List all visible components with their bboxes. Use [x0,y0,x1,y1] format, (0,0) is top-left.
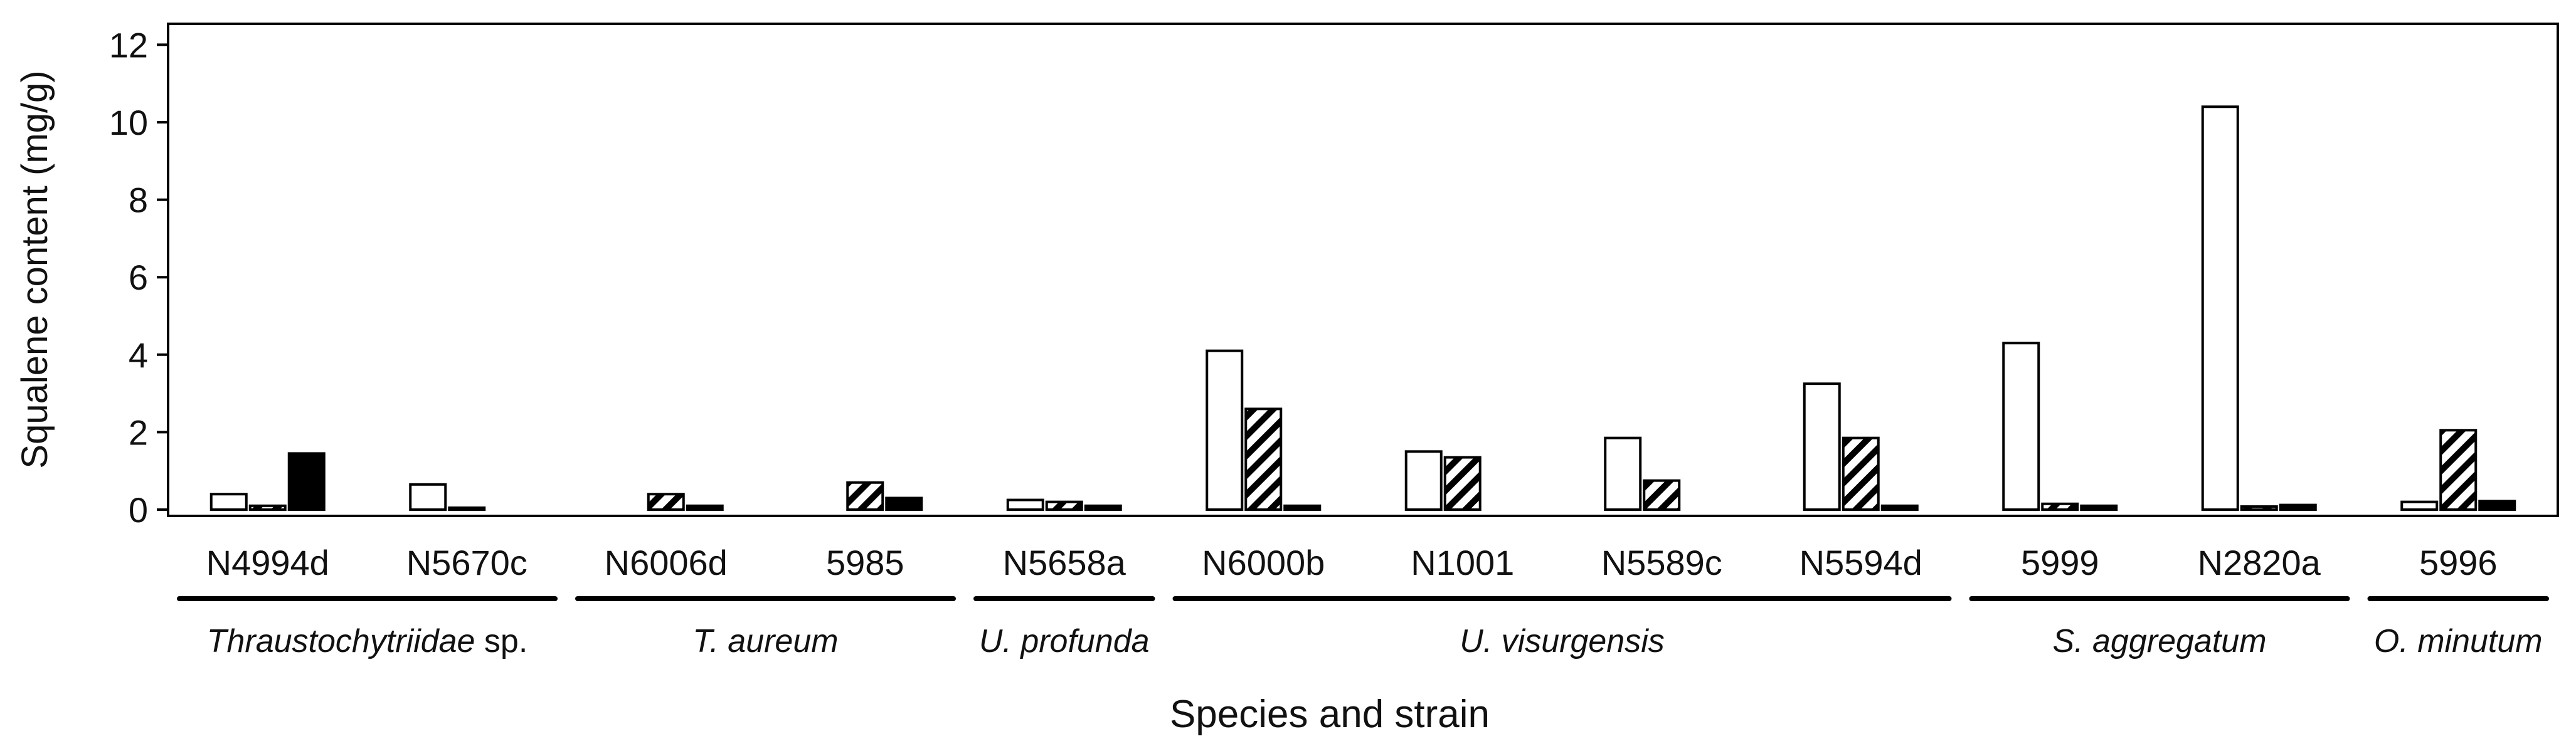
species-groups: Thraustochytriidae sp. T. aureum U. profun… [177,596,2549,659]
group-label: Thraustochytriidae sp. [207,623,528,659]
y-tick-label: 6 [129,258,148,297]
x-tick-label: N5658a [1003,543,1126,582]
bar-white-5996 [2400,500,2439,512]
bar-black-N5594d [1880,504,1919,512]
bar-black-N2820a [2279,503,2317,511]
bar-hatched-N5589c [1643,479,1681,512]
bar-black-N4994d [287,452,326,512]
y-axis-title: Squalene content (mg/g) [14,70,55,468]
bar-hatched-5985 [846,481,884,511]
x-axis-category-labels: N4994d N5670c N6006d 5985 N5658a N6000b N1001 N… [206,543,2498,582]
y-axis: 0 2 4 6 8 10 12 [109,25,168,530]
bar-black-N6006d [686,504,724,512]
x-tick-label: N4994d [206,543,329,582]
y-tick-label: 10 [109,103,148,142]
group-label: U. visurgensis [1460,623,1665,659]
y-tick-label: 4 [129,335,148,375]
y-tick-label: 2 [129,412,148,452]
bar-black-5985 [885,496,923,512]
bar-hatched-N5670c [448,506,486,511]
plot-area [167,23,2559,517]
group-label: T. aureum [692,623,838,659]
x-tick-label: 5999 [2021,543,2099,582]
y-tick-label: 8 [129,181,148,220]
bar-white-5999 [2002,342,2040,511]
bar-hatched-N6000b [1244,407,1283,511]
bar-hatched-5999 [2041,502,2079,511]
x-tick-label: N6000b [1202,543,1325,582]
y-tick-label: 0 [129,490,148,530]
x-tick-label: 5985 [826,543,904,582]
bar-hatched-N2820a [2240,505,2278,512]
bar-white-N6000b [1206,349,1244,511]
bar-hatched-N5594d [1842,436,1880,511]
x-tick-label: N5589c [1601,543,1722,582]
bar-white-N2820a [2201,105,2239,511]
x-tick-label: N5670c [406,543,527,582]
bar-hatched-N5658a [1045,500,1083,512]
x-tick-label: N5594d [1799,543,1922,582]
bar-white-N5589c [1604,436,1642,511]
bar-black-5999 [2080,504,2118,512]
x-tick-label: N2820a [2198,543,2321,582]
group-label: O. minutum [2374,623,2543,659]
bar-hatched-N1001 [1443,456,1481,512]
bar-black-5996 [2478,500,2516,511]
bar-white-N5594d [1803,382,1841,512]
bar-black-N5658a [1084,504,1122,512]
bars [209,105,2516,512]
bar-hatched-5996 [2439,429,2478,511]
bar-black-N6000b [1283,504,1322,512]
group-label: U. profunda [979,623,1150,659]
bar-hatched-N4994d [248,504,287,512]
x-tick-label: N1001 [1411,543,1514,582]
group-label: S. aggregatum [2052,623,2266,659]
bar-white-N4994d [209,493,248,512]
x-tick-label: 5996 [2419,543,2498,582]
bar-white-N1001 [1404,450,1443,511]
bar-hatched-N6006d [647,493,685,512]
x-tick-label: N6006d [605,543,728,582]
bar-white-N5658a [1006,498,1044,511]
y-tick-label: 12 [109,25,148,65]
bar-white-N5670c [409,483,447,512]
x-axis-title: Species and strain [1170,693,1490,736]
